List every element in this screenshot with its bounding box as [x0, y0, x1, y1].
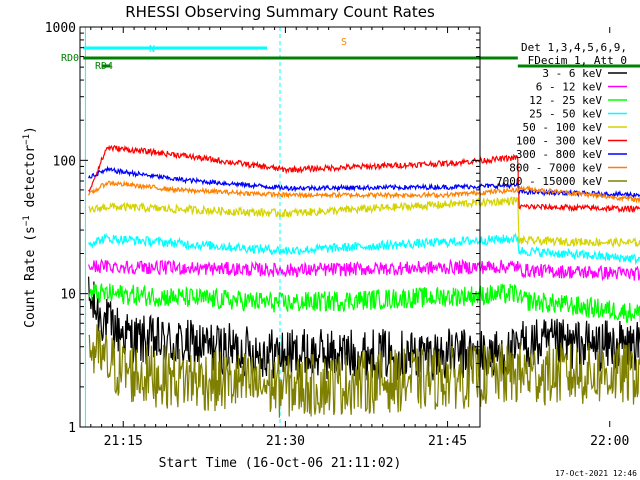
x-tick-label-2: 21:45 [428, 434, 467, 449]
legend-label-8: 800 - 7000 keV [509, 162, 602, 175]
y-axis-label: Count Rate (s−1 detector−1) [22, 126, 38, 328]
legend-label-4: 25 - 50 keV [529, 108, 602, 121]
legend-label-6: 100 - 300 keV [516, 135, 602, 148]
ticks-layer: 21:1521:3021:4522:0022:1522:3022:4511010… [45, 21, 630, 449]
x-tick-label-1: 21:30 [266, 434, 305, 449]
legend-label-2: 6 - 12 keV [536, 81, 603, 94]
x-tick-label-3: 22:00 [590, 434, 629, 449]
y-tick-label-3: 1000 [45, 21, 76, 36]
legend-label-9: 7000 - 15000 keV [496, 175, 602, 188]
x-tick-label-0: 21:15 [104, 434, 143, 449]
x-axis-label: Start Time (16-Oct-06 21:11:02) [159, 456, 402, 471]
legend-label-5: 50 - 100 keV [523, 121, 603, 134]
chart-title: RHESSI Observing Summary Count Rates [125, 3, 435, 21]
legend-label-7: 300 - 800 keV [516, 148, 602, 161]
y-axis-label-sup2: −1 [22, 134, 32, 145]
legend: Det 1,3,4,5,6,9, FDecim 1, Att 0 3 - 6 k… [496, 41, 627, 188]
y-axis-label-base: Count Rate (s [23, 226, 38, 328]
y-axis-label-sup1: −1 [22, 215, 32, 226]
legend-header-line-1: Det 1,3,4,5,6,9, [521, 41, 627, 54]
y-tick-label-1: 10 [60, 288, 76, 303]
y-tick-label-2: 100 [53, 154, 76, 169]
timestamp: 17-Oct-2021 12:46 [555, 469, 637, 478]
legend-header-line-2: FDecim 1, Att 0 [528, 54, 627, 67]
s-flag-label: S [341, 37, 347, 48]
series-line-2 [88, 258, 640, 282]
rd0-flag-label: RD0 [61, 53, 79, 64]
y-axis-label-mid: detector [23, 145, 38, 216]
y-axis-label-end: ) [23, 126, 38, 134]
legend-label-1: 3 - 6 keV [542, 67, 602, 80]
legend-label-3: 12 - 25 keV [529, 94, 602, 107]
y-tick-label-0: 1 [68, 421, 76, 436]
series-line-4 [88, 232, 640, 266]
n-flag-label: N [149, 44, 155, 55]
rd4-flag-label: RD4 [95, 61, 113, 72]
plot-frame [79, 26, 481, 428]
